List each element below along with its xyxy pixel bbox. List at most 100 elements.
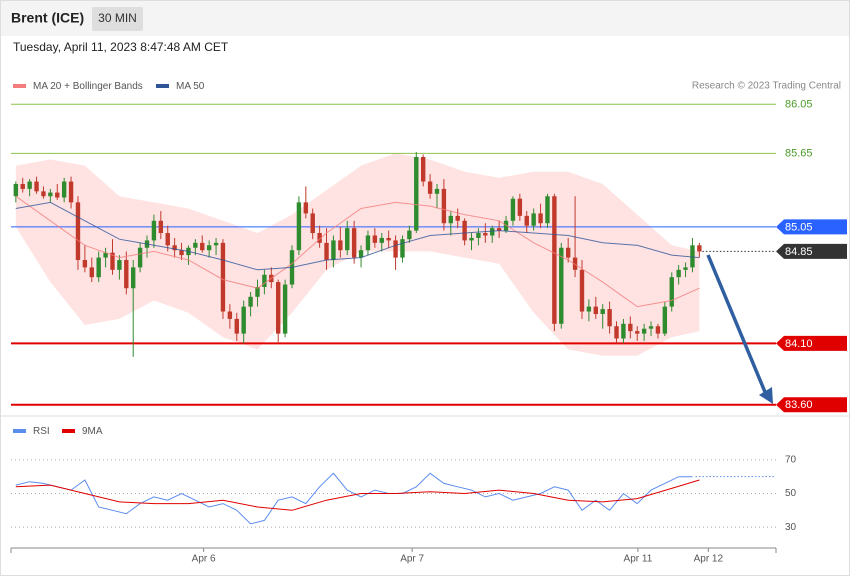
candle-body xyxy=(441,188,447,224)
candle-body xyxy=(510,198,516,221)
candle-body xyxy=(227,311,233,319)
candle-body xyxy=(545,196,550,224)
candle-body xyxy=(607,309,612,327)
candle-body xyxy=(517,198,523,216)
candle-body xyxy=(434,188,440,194)
candle-body xyxy=(48,192,53,197)
level-label: 85.05 xyxy=(785,221,813,233)
candle-body xyxy=(635,331,640,334)
candle-body xyxy=(110,252,115,270)
candle-body xyxy=(193,242,198,248)
projection-arrowhead xyxy=(759,387,773,404)
candle-body xyxy=(365,235,371,251)
candle-body xyxy=(538,213,543,224)
candle-body xyxy=(206,245,212,251)
candle-body xyxy=(345,228,350,251)
legend-label: RSI xyxy=(33,426,50,437)
candle-body xyxy=(296,202,302,251)
candle-body xyxy=(662,306,668,334)
candle-body xyxy=(648,326,654,329)
ma-line xyxy=(15,201,700,271)
candle-body xyxy=(586,306,592,312)
timestamp: Tuesday, April 11, 2023 8:47:48 AM CET xyxy=(13,40,229,54)
candle-body xyxy=(393,240,398,258)
candle-body xyxy=(669,277,674,307)
y-tick-label: 30 xyxy=(785,522,797,533)
candle-body xyxy=(490,228,495,236)
x-tick-label: Apr 6 xyxy=(192,554,216,565)
candle-body xyxy=(427,181,433,194)
level-label: 84.85 xyxy=(785,246,813,258)
candle-body xyxy=(420,157,426,182)
candle-body xyxy=(131,267,136,289)
candle-body xyxy=(213,242,219,246)
bollinger-band xyxy=(15,153,700,356)
legend-label: MA 20 + Bollinger Bands xyxy=(33,81,143,92)
candle-body xyxy=(524,215,529,226)
candle-body xyxy=(234,318,239,334)
legend-swatch xyxy=(13,84,26,88)
candle-body xyxy=(462,220,467,241)
candle-body xyxy=(448,215,454,224)
candle-body xyxy=(690,245,695,268)
level-label: 84.10 xyxy=(785,338,813,350)
candle-body xyxy=(593,306,598,314)
candle-body xyxy=(469,237,474,241)
legend-label: MA 50 xyxy=(176,81,205,92)
interval-label[interactable]: 30 MIN xyxy=(98,11,137,25)
candle-body xyxy=(262,274,267,287)
candle-body xyxy=(552,196,557,324)
candle-body xyxy=(531,213,536,226)
candle-body xyxy=(165,233,170,246)
indicator-line xyxy=(15,479,700,511)
candle-body xyxy=(621,323,626,339)
candle-body xyxy=(158,220,164,234)
candle-body xyxy=(414,157,419,231)
candle-body xyxy=(275,282,281,334)
candle-body xyxy=(27,181,32,189)
y-tick-label: 50 xyxy=(785,488,797,499)
candle-body xyxy=(179,250,184,256)
y-tick-label: 70 xyxy=(785,454,797,465)
candle-body xyxy=(248,296,253,307)
candle-body xyxy=(628,323,633,332)
candle-body xyxy=(124,260,129,289)
candle-body xyxy=(13,183,19,197)
candle-body xyxy=(697,245,702,252)
level-label: 85.65 xyxy=(785,148,813,160)
candle-body xyxy=(331,240,336,261)
candle-body xyxy=(338,240,343,251)
candle-body xyxy=(55,192,60,198)
candle-body xyxy=(379,237,384,243)
candle-body xyxy=(455,215,460,221)
credit: Research © 2023 Trading Central xyxy=(692,81,841,92)
indicator-line xyxy=(15,472,693,525)
candle-body xyxy=(20,183,25,189)
candle-body xyxy=(282,284,288,334)
candle-body xyxy=(324,242,329,261)
candle-body xyxy=(220,242,226,312)
level-tag xyxy=(776,397,847,413)
candle-body xyxy=(241,306,246,334)
candle-body xyxy=(641,328,647,334)
candle-body xyxy=(683,267,688,270)
candle-body xyxy=(358,250,364,258)
candle-body xyxy=(351,228,357,258)
candle-body xyxy=(372,235,378,243)
candle-body xyxy=(89,267,94,278)
plot: MA 20 + Bollinger Bands MA 50 86.05 85.65 85… xyxy=(11,81,847,565)
candle-body xyxy=(655,326,661,334)
level-tag xyxy=(776,335,847,351)
candle-body xyxy=(565,247,571,258)
x-tick-label: Apr 7 xyxy=(400,554,424,565)
candle-body xyxy=(137,247,143,268)
candle-body xyxy=(496,228,502,231)
candle-body xyxy=(75,202,81,261)
candle-body xyxy=(614,326,619,339)
candle-body xyxy=(303,202,309,214)
candle-body xyxy=(41,191,46,197)
candle-body xyxy=(34,181,39,192)
interval-badge[interactable] xyxy=(92,7,143,31)
candle-body xyxy=(96,257,101,278)
legend-swatch xyxy=(62,429,75,433)
